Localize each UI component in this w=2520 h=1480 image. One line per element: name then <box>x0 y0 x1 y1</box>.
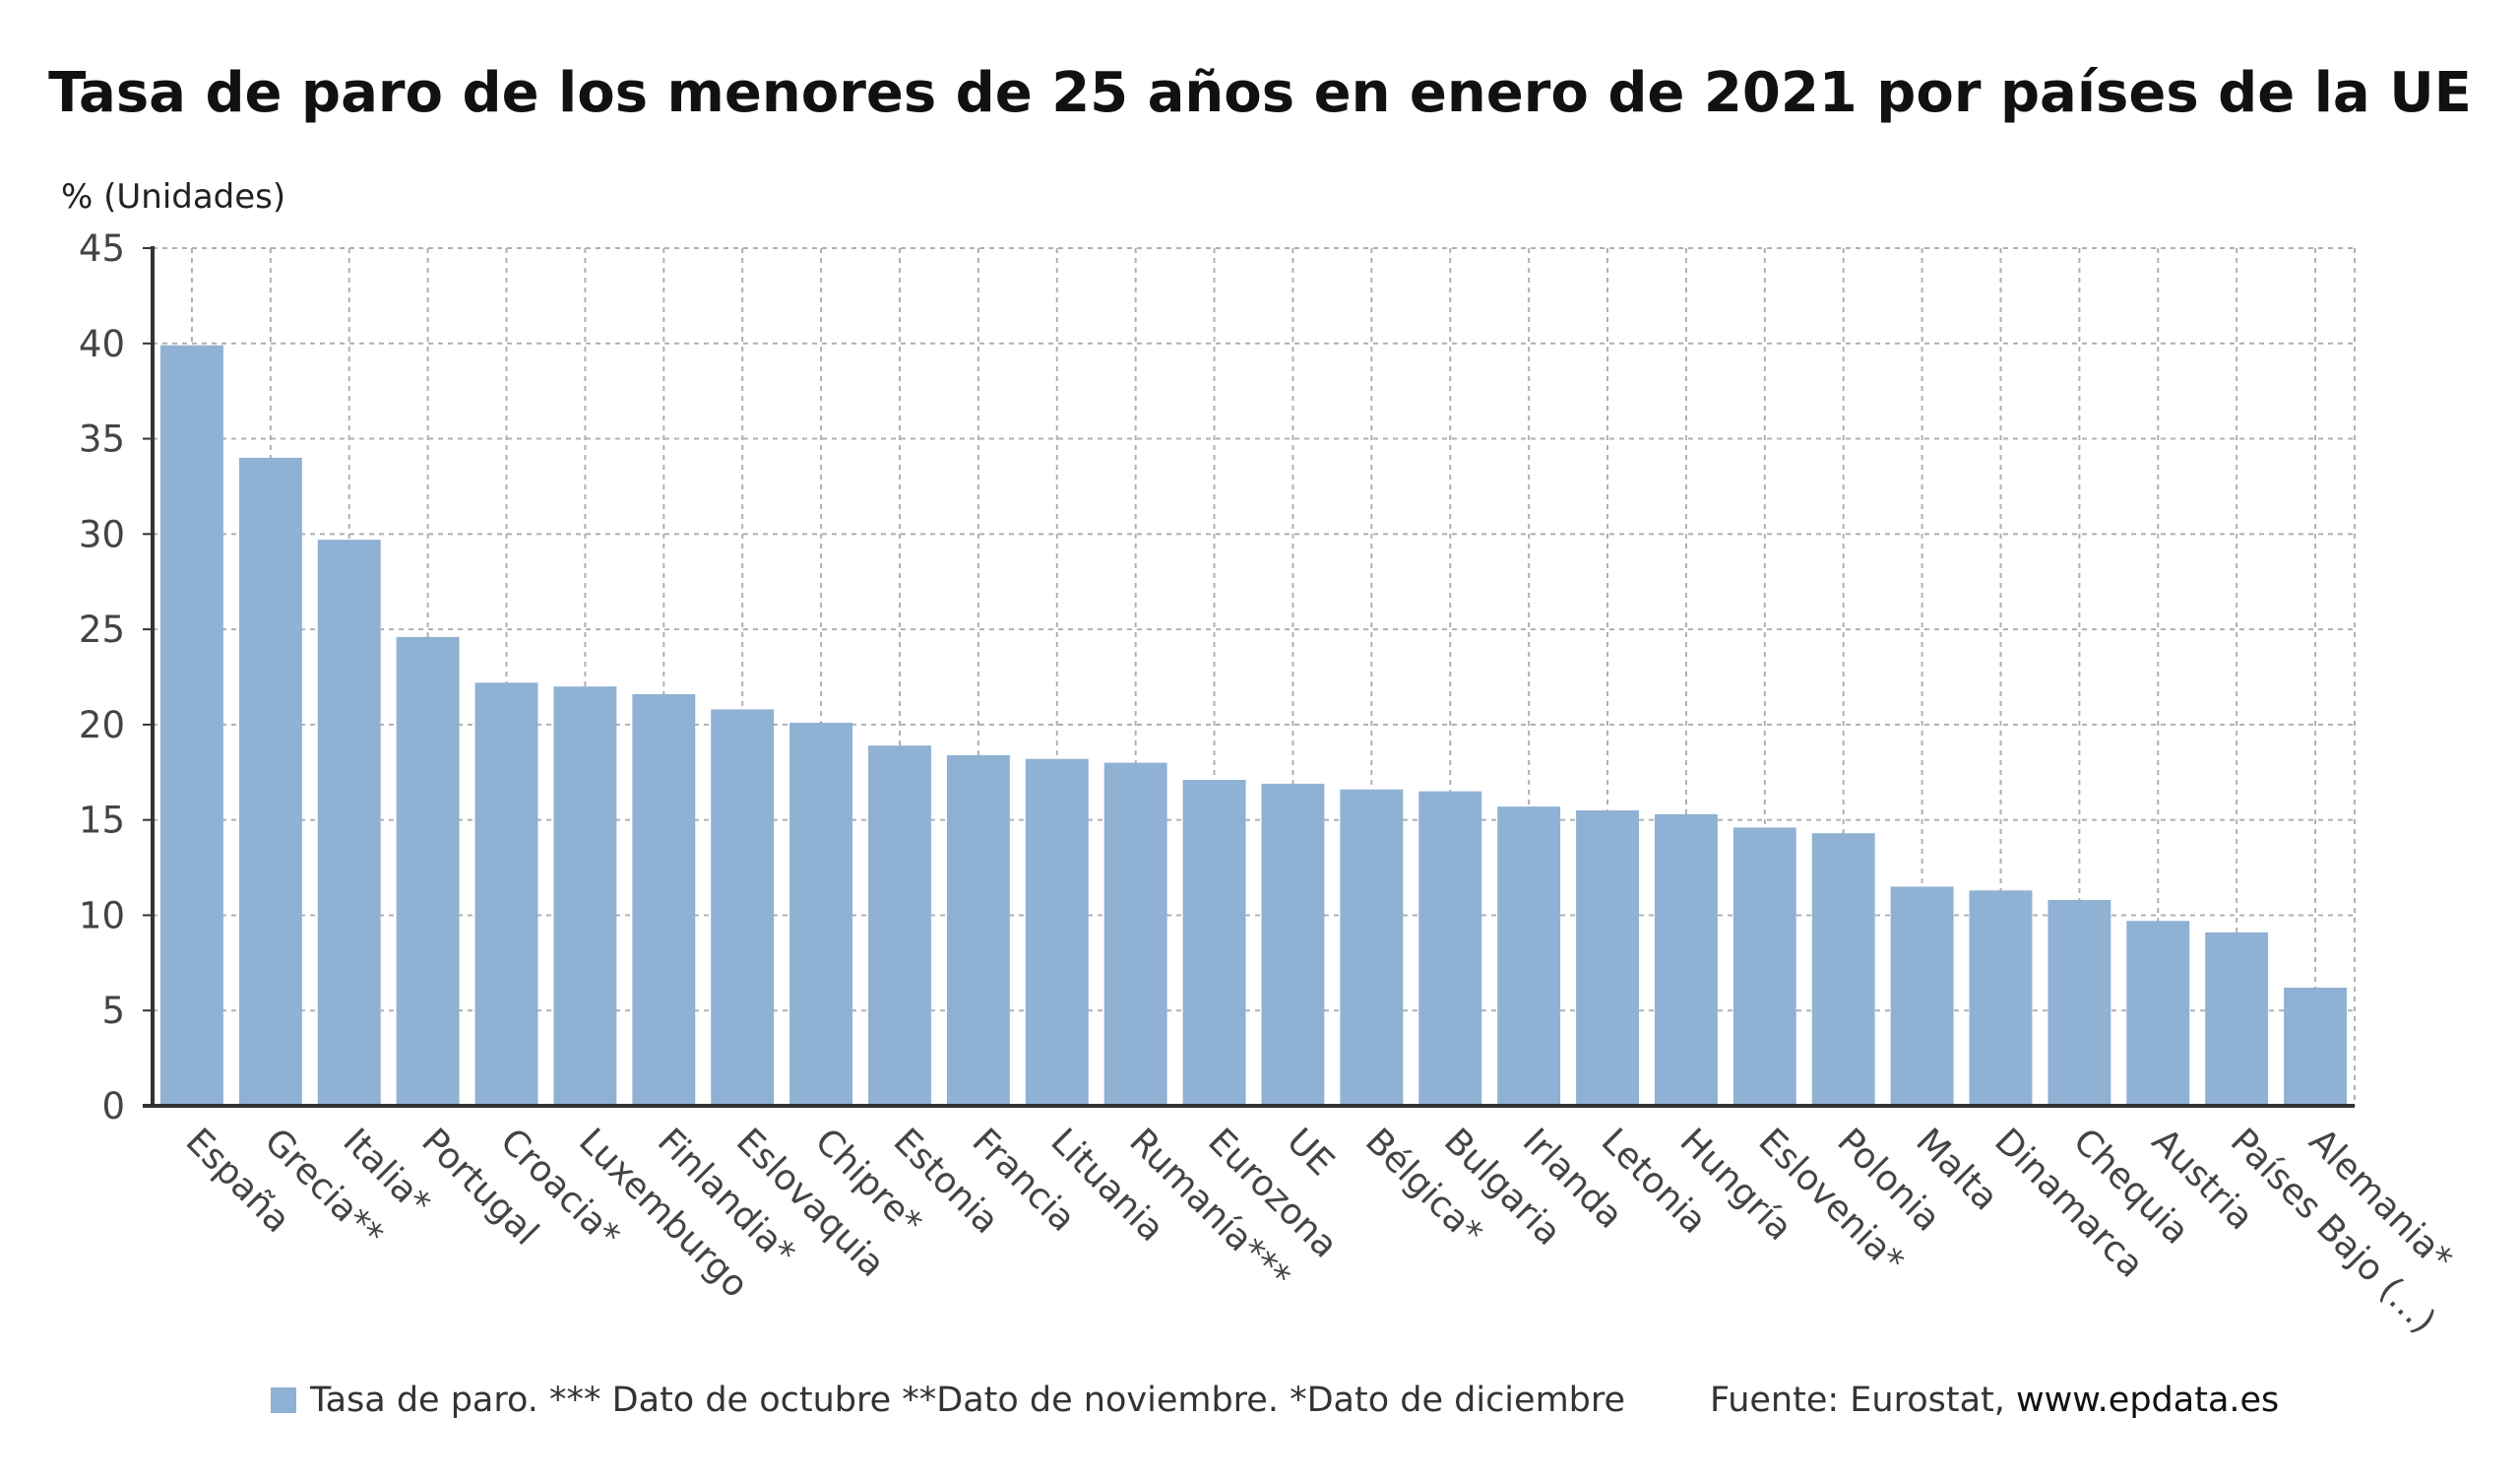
x-tick-label: UE <box>1279 1121 1342 1184</box>
legend: Tasa de paro. *** Dato de octubre **Dato… <box>271 1381 1625 1420</box>
bar <box>2126 921 2190 1106</box>
legend-swatch <box>271 1387 296 1413</box>
bar <box>2284 987 2348 1106</box>
x-tick-labels: EspañaGrecia**Italia*PortugalCroacia*Lux… <box>178 1121 2460 1341</box>
y-tick-label: 10 <box>79 894 125 936</box>
bar <box>1182 780 1246 1106</box>
axes <box>143 246 2355 1108</box>
y-tick-label: 0 <box>101 1085 125 1127</box>
bar <box>1811 833 1875 1106</box>
chart-title: Tasa de paro de los menores de 25 años e… <box>48 61 2472 125</box>
y-tick-label: 45 <box>79 227 125 270</box>
y-tick-labels: 0 5 10 15 20 25 30 35 40 45 <box>79 227 125 1127</box>
bar <box>1103 762 1167 1106</box>
source-prefix: Fuente: Eurostat, <box>1710 1381 2017 1420</box>
bar <box>789 722 853 1106</box>
bar <box>1654 813 1718 1106</box>
bar <box>1261 783 1325 1106</box>
y-tick-label: 35 <box>79 418 125 461</box>
y-tick-label: 30 <box>79 513 125 555</box>
bar <box>1732 827 1796 1106</box>
bar <box>159 345 223 1106</box>
bar <box>632 693 696 1106</box>
bar <box>1418 791 1482 1106</box>
legend-label: Tasa de paro. *** Dato de octubre **Dato… <box>310 1381 1626 1420</box>
bar <box>474 682 538 1106</box>
bar <box>553 686 617 1106</box>
bar <box>1890 886 1954 1106</box>
bar <box>238 457 302 1106</box>
y-axis-label: % (Unidades) <box>61 177 286 217</box>
bar <box>1497 806 1561 1106</box>
y-tick-label: 5 <box>101 990 125 1032</box>
bar <box>396 636 460 1106</box>
bar <box>1969 890 2033 1106</box>
bar <box>1025 758 1089 1106</box>
bar <box>1340 789 1404 1106</box>
bar <box>317 540 381 1106</box>
y-tick-label: 40 <box>79 323 125 365</box>
y-tick-label: 25 <box>79 609 125 651</box>
y-tick-label: 15 <box>79 800 125 842</box>
bar <box>1576 809 1639 1106</box>
source-note: Fuente: Eurostat, www.epdata.es <box>1710 1381 2279 1420</box>
bar <box>868 745 931 1106</box>
bar <box>2048 899 2111 1106</box>
bars <box>159 345 2348 1106</box>
bar <box>946 754 1010 1106</box>
bar <box>2205 932 2269 1106</box>
source-link[interactable]: www.epdata.es <box>2016 1381 2280 1420</box>
y-tick-label: 20 <box>79 704 125 746</box>
bar <box>711 709 775 1106</box>
